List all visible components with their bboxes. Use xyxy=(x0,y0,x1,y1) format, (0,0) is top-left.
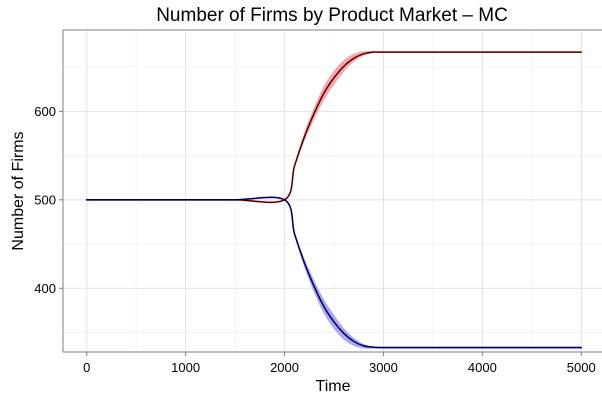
confidence-band-1 xyxy=(86,197,582,349)
series-lines xyxy=(85,51,583,349)
series-line-3 xyxy=(86,196,582,349)
confidence-band-0 xyxy=(86,51,582,203)
chart-title: Number of Firms by Product Market – MC xyxy=(156,5,508,26)
confidence-bands xyxy=(86,51,582,349)
x-tick-label: 4000 xyxy=(468,360,497,375)
major-gridlines xyxy=(63,30,602,352)
x-tick-label: 3000 xyxy=(369,360,398,375)
x-tick-label: 1000 xyxy=(171,360,200,375)
y-tick-label: 600 xyxy=(34,104,56,119)
y-axis: 400 500 600 xyxy=(34,104,63,296)
y-tick-label: 400 xyxy=(34,281,56,296)
x-axis: 0 1000 2000 3000 4000 5000 xyxy=(83,352,596,375)
x-tick-label: 0 xyxy=(83,360,90,375)
y-tick-label: 500 xyxy=(34,192,56,207)
x-tick-label: 5000 xyxy=(567,360,596,375)
x-axis-title: Time xyxy=(316,378,351,395)
x-tick-label: 2000 xyxy=(270,360,299,375)
y-axis-title: Number of Firms xyxy=(10,131,27,250)
plot-border xyxy=(62,29,602,353)
